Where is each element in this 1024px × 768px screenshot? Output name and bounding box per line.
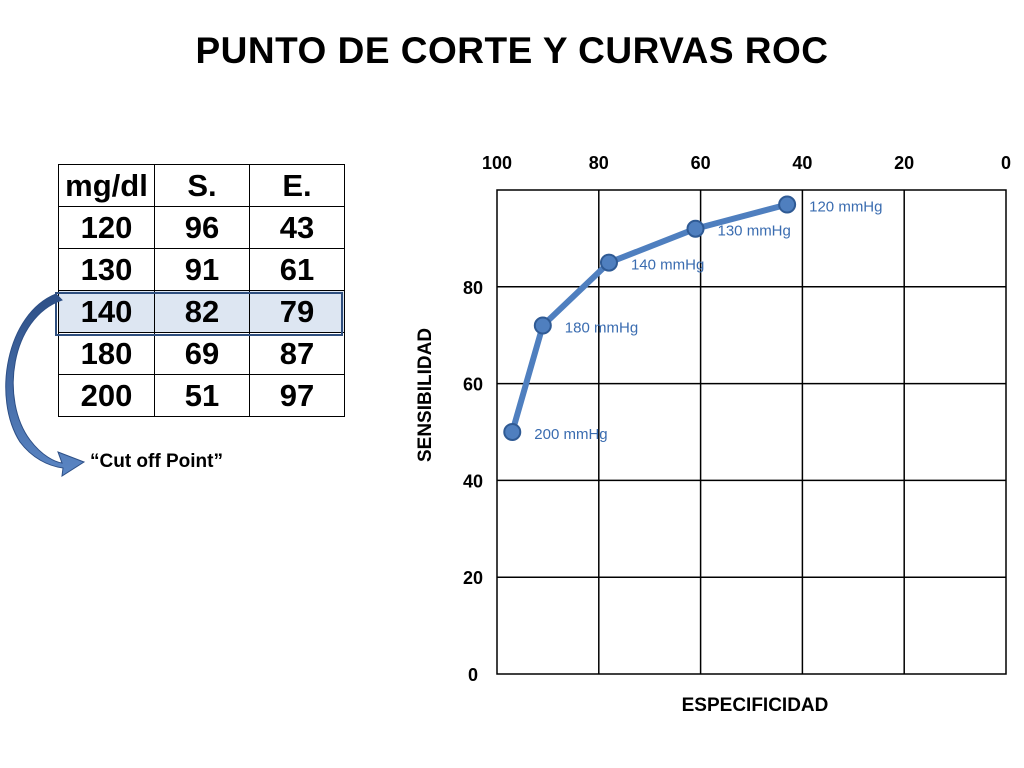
slide-title: PUNTO DE CORTE Y CURVAS ROC [195,30,829,71]
header-specificity: E. [249,164,345,207]
x-tick-label: 100 [482,153,512,173]
x-tick-label: 60 [691,153,711,173]
cell-mgdl: 200 [58,374,155,417]
table-row: 130 91 61 [58,248,345,291]
chart-grid [496,189,1007,675]
table-row-highlighted: 140 82 79 [58,290,345,333]
cell-specificity: 79 [249,290,345,333]
cell-mgdl: 180 [58,332,155,375]
cutoff-table: mg/dl S. E. 120 96 43 130 91 61 140 82 7… [58,164,345,417]
data-point-label: 180 mmHg [565,320,638,337]
y-tick-label: 80 [463,278,483,298]
cell-specificity: 43 [249,206,345,249]
x-tick-label: 80 [589,153,609,173]
cell-mgdl: 130 [58,248,155,291]
cell-sensitivity: 91 [154,248,250,291]
curved-arrow-icon [5,293,86,477]
cell-mgdl: 140 [58,290,155,333]
x-tick-label: 0 [1001,153,1011,173]
cell-sensitivity: 51 [154,374,250,417]
data-point-label: 140 mmHg [631,257,704,274]
data-point [686,219,705,238]
header-mgdl: mg/dl [58,164,155,207]
cell-specificity: 97 [249,374,345,417]
y-tick-label: 0 [468,665,478,685]
y-tick-label: 60 [463,375,483,395]
x-tick-label: 20 [894,153,914,173]
cell-mgdl: 120 [58,206,155,249]
y-axis-label: SENSIBILIDAD [415,328,436,462]
x-tick-label: 40 [792,153,812,173]
table-row: 200 51 97 [58,374,345,417]
cell-specificity: 61 [249,248,345,291]
cell-sensitivity: 96 [154,206,250,249]
data-point-label: 200 mmHg [534,426,607,443]
y-tick-label: 20 [463,568,483,588]
cell-sensitivity: 82 [154,290,250,333]
data-point [599,253,618,272]
x-tick-labels: 100 80 60 40 20 0 [482,153,1011,173]
table-row: 180 69 87 [58,332,345,375]
roc-series: 200 mmHg 180 mmHg 140 mmHg 130 mmHg 120 mmHg [503,195,882,443]
cell-specificity: 87 [249,332,345,375]
y-tick-labels: 0 20 40 60 80 [463,278,483,685]
y-tick-label: 40 [463,471,483,491]
plot-frame [496,189,1007,675]
data-point [533,316,552,335]
cutoff-label: “Cut off Point” [90,451,223,472]
data-point-label: 120 mmHg [809,199,882,216]
table-row: 120 96 43 [58,206,345,249]
x-axis-label: ESPECIFICIDAD [682,695,829,716]
data-point [778,195,797,214]
data-point-label: 130 mmHg [718,223,791,240]
data-point [503,423,522,441]
